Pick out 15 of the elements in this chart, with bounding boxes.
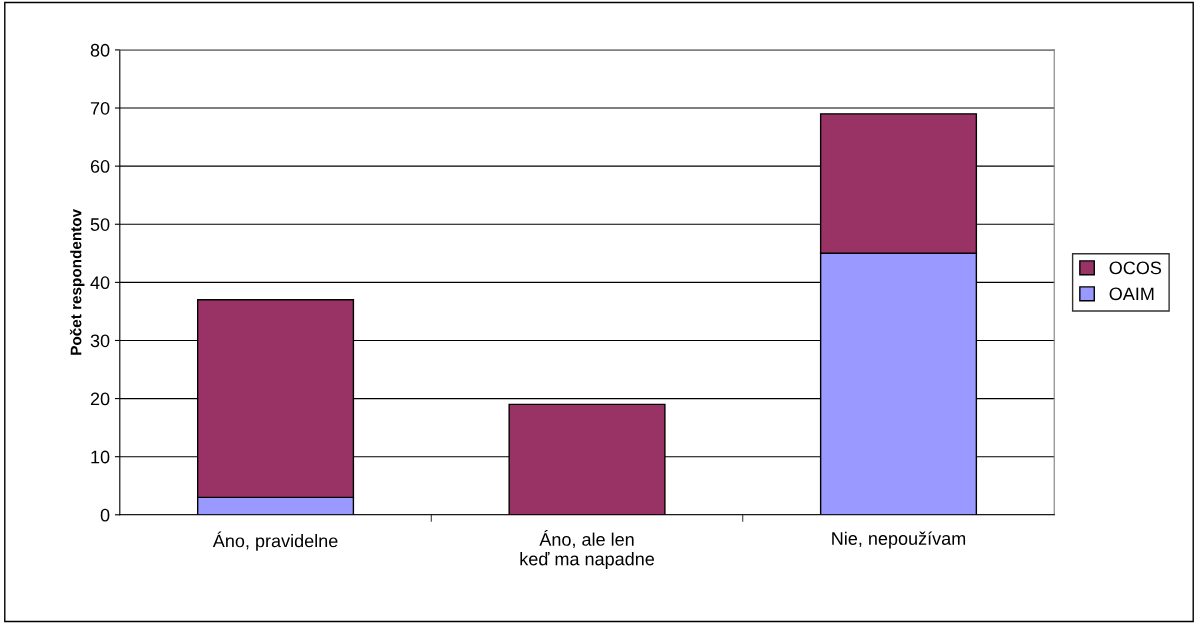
y-tick-label: 10 <box>91 450 110 464</box>
y-tick-label: 60 <box>90 160 110 173</box>
y-tick-label: 30 <box>90 334 110 348</box>
x-tick-label: Nie, nepoužívam <box>832 531 966 549</box>
y-tick-label: 40 <box>90 276 110 290</box>
y-tick-label: 50 <box>90 218 110 231</box>
x-tick-label: Áno, ale len keď ma napadne <box>520 530 655 569</box>
legend-label: OCOS <box>1109 261 1162 275</box>
y-tick-label: 0 <box>100 508 110 522</box>
y-tick-label: 20 <box>90 392 110 406</box>
x-tick-label: Áno, pravidelne <box>212 531 338 551</box>
y-tick-label: 70 <box>90 101 110 115</box>
y-tick-label: 80 <box>90 43 110 57</box>
y-axis-title: Počet respondentov <box>69 208 85 355</box>
legend-label: OAIM <box>1109 287 1154 301</box>
